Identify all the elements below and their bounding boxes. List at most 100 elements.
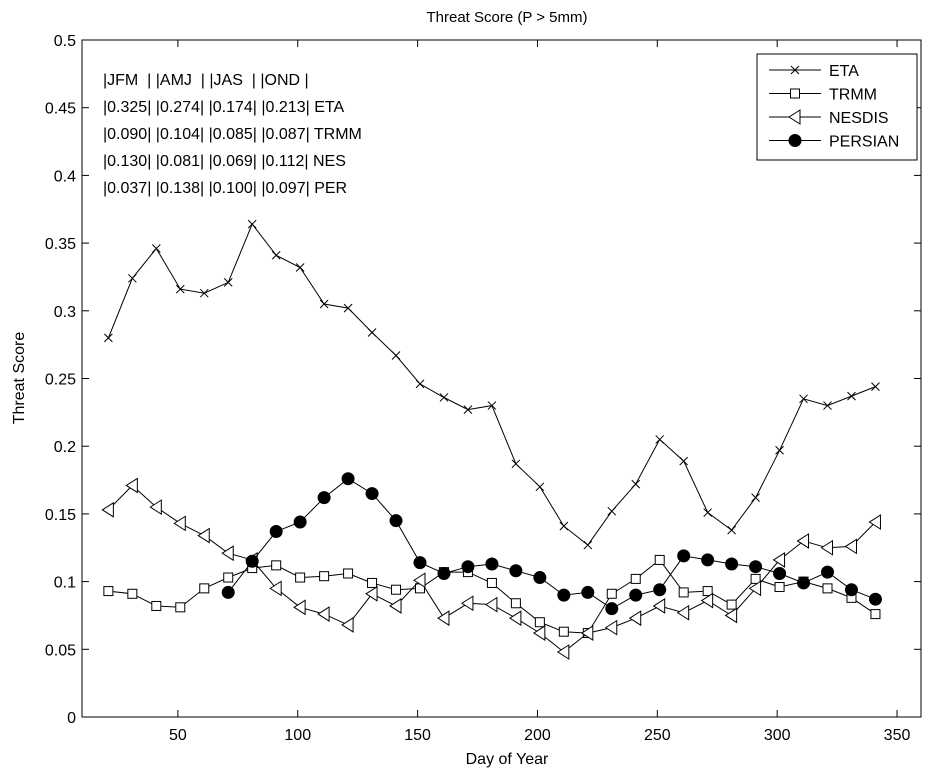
data-point-circle-marker xyxy=(773,566,787,580)
data-point-circle-marker xyxy=(629,588,643,602)
data-point-triangle-marker xyxy=(676,604,690,621)
data-point-triangle-marker xyxy=(437,610,450,627)
data-point-x-marker xyxy=(223,278,233,287)
x-tick-label: 250 xyxy=(644,727,671,744)
data-point-x-marker xyxy=(199,288,209,298)
data-point-square-marker xyxy=(774,582,785,593)
legend-label: ETA xyxy=(829,63,859,80)
series-line-persian xyxy=(227,478,876,610)
data-point-circle-marker xyxy=(341,472,355,486)
data-point-circle-marker xyxy=(245,554,259,568)
data-point-triangle-marker xyxy=(461,595,474,612)
data-point-circle-marker xyxy=(317,491,331,505)
data-point-triangle-marker xyxy=(724,607,738,624)
data-point-x-marker xyxy=(607,506,617,516)
data-point-triangle-marker xyxy=(772,552,786,568)
data-point-square-marker xyxy=(103,586,114,597)
x-tick-label: 50 xyxy=(169,727,187,744)
chart-title: Threat Score (P > 5mm) xyxy=(426,9,587,26)
data-point-triangle-marker xyxy=(820,539,834,556)
y-tick-label: 0.2 xyxy=(54,439,76,456)
data-point-circle-marker xyxy=(269,525,283,539)
y-axis-label: Threat Score xyxy=(11,332,28,425)
data-point-circle-marker xyxy=(413,556,427,570)
data-point-square-marker xyxy=(175,602,186,613)
series-layer xyxy=(101,219,882,660)
x-axis-label: Day of Year xyxy=(466,751,549,768)
data-point-square-marker xyxy=(127,588,138,599)
data-point-triangle-marker xyxy=(484,596,498,613)
data-point-triangle-marker xyxy=(700,592,714,609)
data-point-circle-marker xyxy=(844,583,858,597)
y-tick-label: 0.1 xyxy=(54,575,76,592)
data-point-circle-marker xyxy=(821,565,835,579)
data-point-x-marker xyxy=(175,284,185,294)
y-tick-label: 0 xyxy=(67,710,76,727)
data-point-x-marker xyxy=(367,328,377,337)
summary-table-row: |JFM | |AMJ | |JAS | |OND | xyxy=(103,72,309,89)
data-point-square-marker xyxy=(343,568,354,579)
data-point-square-marker xyxy=(822,583,833,594)
data-point-circle-marker xyxy=(653,583,667,597)
data-point-x-marker xyxy=(799,394,808,404)
data-point-x-marker xyxy=(127,273,137,283)
legend-entry-persian: PERSIAN xyxy=(769,134,899,151)
data-point-triangle-marker xyxy=(317,606,330,623)
data-point-circle-marker xyxy=(533,571,547,585)
data-point-square-marker xyxy=(750,573,761,584)
series-persian xyxy=(221,472,882,616)
y-tick-label: 0.4 xyxy=(54,168,76,185)
data-point-square-marker xyxy=(558,626,569,637)
y-tick-label: 0.05 xyxy=(45,642,76,659)
data-point-square-marker xyxy=(726,599,737,610)
data-point-circle-marker xyxy=(221,585,235,599)
data-point-square-marker xyxy=(367,577,378,588)
data-point-triangle-marker xyxy=(101,501,114,518)
y-tick-label: 0.45 xyxy=(45,101,76,118)
data-point-x-marker xyxy=(655,435,665,444)
data-point-square-marker xyxy=(606,588,617,599)
legend-entry-trmm: TRMM xyxy=(769,87,877,104)
data-point-x-marker xyxy=(751,493,760,503)
data-point-triangle-marker xyxy=(628,610,642,627)
y-tick-label: 0.35 xyxy=(45,236,76,253)
data-point-square-marker xyxy=(295,572,306,583)
y-tick-label: 0.5 xyxy=(54,33,76,50)
series-nesdis xyxy=(101,477,881,660)
data-point-x-marker xyxy=(727,525,736,535)
data-point-triangle-marker xyxy=(413,572,426,589)
data-point-x-marker xyxy=(271,250,281,260)
data-point-circle-marker xyxy=(605,602,619,616)
data-point-x-marker xyxy=(415,379,425,389)
data-point-x-marker xyxy=(391,351,401,360)
data-point-x-marker xyxy=(511,459,521,469)
data-point-square-marker xyxy=(654,554,665,565)
summary-table-row: |0.130| |0.081| |0.069| |0.112| NES xyxy=(103,153,346,170)
legend-label: PERSIAN xyxy=(829,134,899,151)
data-point-circle-marker xyxy=(461,560,475,574)
data-point-triangle-marker xyxy=(269,580,282,597)
data-point-square-marker xyxy=(319,571,330,582)
data-point-triangle-marker xyxy=(844,538,857,555)
summary-table-annotation: |JFM | |AMJ | |JAS | |OND | |0.325| |0.27… xyxy=(103,72,362,197)
legend-label: TRMM xyxy=(829,87,877,104)
data-point-circle-marker xyxy=(485,557,499,571)
summary-table-row: |0.090| |0.104| |0.085| |0.087| TRMM xyxy=(103,126,362,143)
legend-entry-nesdis: NESDIS xyxy=(769,109,889,127)
data-point-triangle-marker xyxy=(748,580,762,597)
data-point-circle-marker xyxy=(293,515,307,529)
data-point-square-marker xyxy=(510,598,521,609)
data-point-x-marker xyxy=(104,333,113,343)
x-tick-label: 300 xyxy=(764,727,791,744)
data-point-square-marker xyxy=(223,572,234,583)
data-point-square-marker xyxy=(391,584,402,595)
data-point-x-marker xyxy=(559,521,569,531)
data-point-triangle-marker xyxy=(197,527,210,544)
data-point-circle-marker xyxy=(797,576,811,590)
data-point-x-marker xyxy=(535,482,545,492)
data-point-square-marker xyxy=(630,573,641,584)
data-point-triangle-marker xyxy=(341,617,354,633)
legend-box xyxy=(756,53,918,161)
data-point-circle-marker xyxy=(677,549,691,563)
data-point-triangle-marker xyxy=(580,625,594,641)
